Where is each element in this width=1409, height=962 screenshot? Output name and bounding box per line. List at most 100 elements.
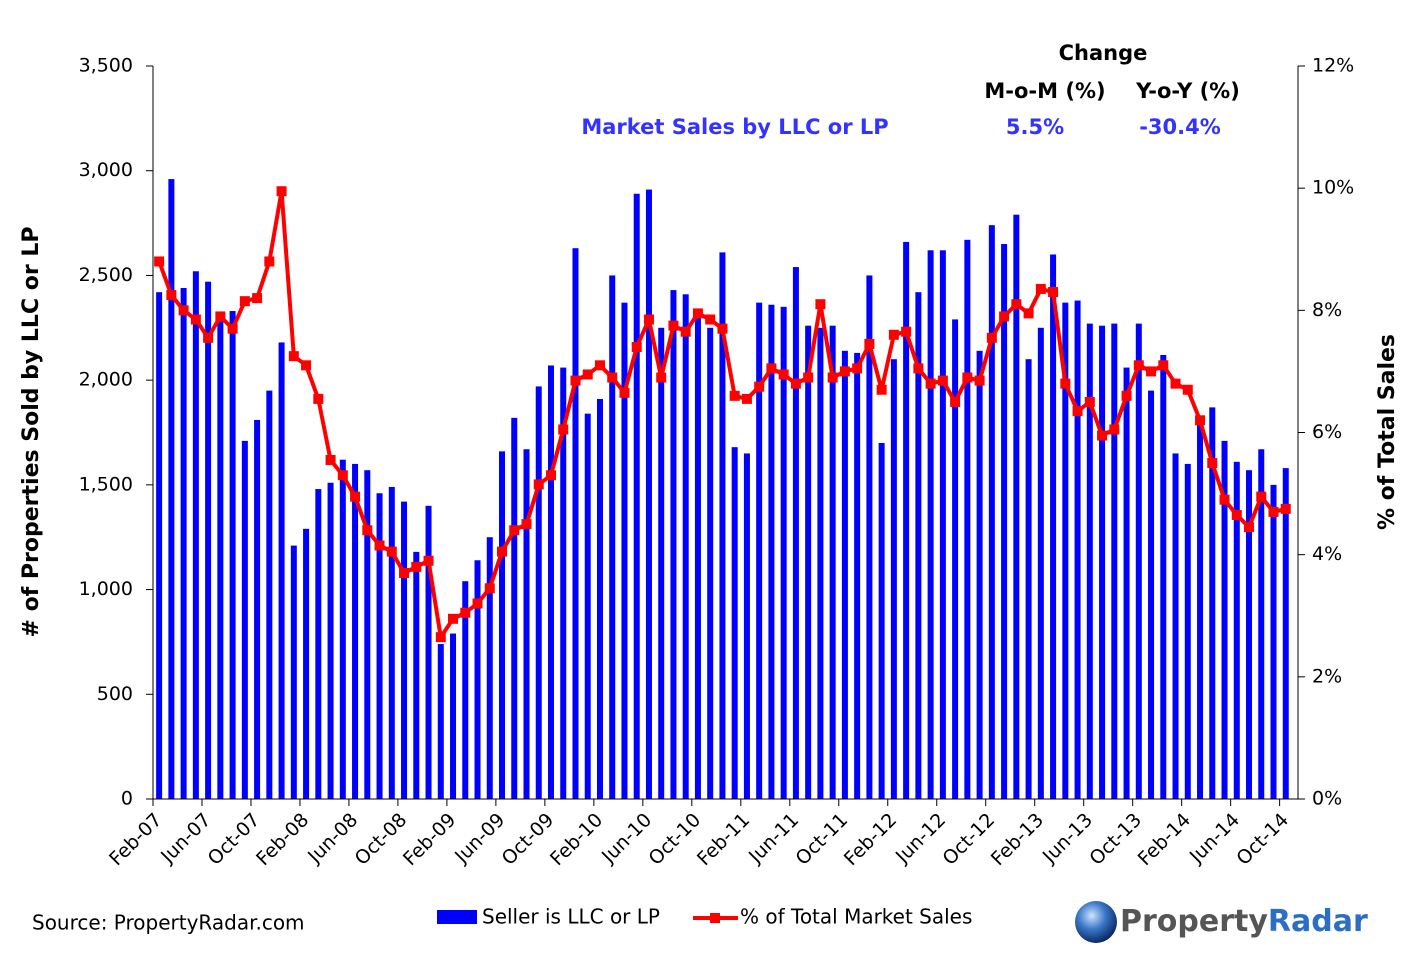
x-tick-label: Oct-14: [1232, 809, 1293, 870]
bar: [878, 442, 885, 799]
x-tick-label: Jun-12: [891, 809, 950, 868]
bar: [229, 311, 236, 799]
bar: [327, 482, 334, 799]
line-marker: [741, 393, 752, 404]
bar: [217, 321, 224, 799]
x-tick-label: Feb-08: [252, 809, 313, 870]
bar: [486, 537, 493, 799]
bar: [1099, 325, 1106, 799]
line-marker: [350, 491, 361, 502]
line-marker: [876, 384, 887, 395]
line-marker: [1146, 366, 1157, 377]
line-marker: [607, 372, 618, 383]
bar: [633, 193, 640, 799]
line-marker: [582, 369, 593, 380]
logo-globe: [1075, 901, 1117, 943]
line-marker: [448, 613, 459, 624]
bar: [572, 248, 579, 799]
line-marker: [545, 470, 556, 481]
bar: [547, 365, 554, 799]
x-tick-label: Feb-09: [399, 809, 460, 870]
x-tick-label: Oct-08: [351, 809, 412, 870]
line-marker: [668, 320, 679, 331]
x-tick-label: Oct-12: [938, 809, 999, 870]
line-marker: [1133, 360, 1144, 371]
line-marker: [313, 393, 324, 404]
line-marker: [631, 341, 642, 352]
y2-tick-label: 6%: [1312, 421, 1342, 443]
annotation-column: Y-o-Y (%): [1135, 79, 1240, 103]
bar: [903, 241, 910, 800]
x-tick-label: Jun-07: [156, 809, 215, 868]
x-tick-label: Oct-13: [1085, 809, 1146, 870]
line-marker: [1219, 494, 1230, 505]
bar: [1258, 449, 1265, 799]
line-marker: [215, 311, 226, 322]
line-marker: [1158, 360, 1169, 371]
annotation-value: 5.5%: [1006, 115, 1064, 139]
bar: [829, 325, 836, 799]
line-marker: [337, 470, 348, 481]
line-marker: [692, 308, 703, 319]
bar: [645, 189, 652, 799]
y2-tick-label: 8%: [1312, 299, 1342, 321]
bar: [511, 417, 518, 799]
y-tick-label: 3,000: [79, 159, 133, 181]
x-tick-label: Oct-11: [791, 809, 852, 870]
bar: [1209, 407, 1216, 799]
x-tick-label: Jun-11: [744, 809, 803, 868]
bar: [1123, 367, 1130, 799]
line-marker: [1268, 506, 1279, 517]
bar: [499, 451, 506, 799]
line-marker: [203, 332, 214, 343]
bar: [719, 252, 726, 800]
line-marker: [1084, 396, 1095, 407]
y-tick-label: 3,500: [79, 55, 133, 77]
line-marker: [190, 314, 201, 325]
y-tick-label: 500: [97, 683, 133, 705]
annotation-label: Market Sales by LLC or LP: [581, 115, 888, 139]
line-marker: [974, 375, 985, 386]
logo-part: Property: [1120, 904, 1268, 939]
bar: [780, 306, 787, 799]
line-marker: [656, 372, 667, 383]
line-marker: [950, 396, 961, 407]
bar: [560, 367, 567, 799]
line-marker: [1035, 283, 1046, 294]
line-marker: [386, 546, 397, 557]
x-tick-label: Feb-10: [546, 809, 607, 870]
logo-part: Radar: [1268, 904, 1368, 939]
bar: [535, 386, 542, 799]
line-marker: [570, 375, 581, 386]
line-marker: [239, 296, 250, 307]
line-marker: [827, 372, 838, 383]
bar: [988, 225, 995, 799]
bar: [192, 271, 199, 799]
line-marker: [717, 323, 728, 334]
line-marker: [374, 540, 385, 551]
bar: [866, 275, 873, 799]
line-marker: [888, 329, 899, 340]
line-marker: [790, 378, 801, 389]
bar: [352, 463, 359, 799]
x-tick-label: Oct-07: [204, 809, 265, 870]
bar: [315, 489, 322, 799]
line-marker: [1048, 287, 1059, 298]
bar: [266, 390, 273, 799]
x-tick-label: Jun-10: [597, 809, 656, 868]
y2-tick-label: 12%: [1312, 55, 1354, 77]
line-marker: [937, 375, 948, 386]
bar: [437, 644, 444, 799]
legend-label: Seller is LLC or LP: [482, 905, 660, 929]
line-marker: [533, 479, 544, 490]
line-marker: [901, 326, 912, 337]
bar: [1221, 440, 1228, 799]
bar: [841, 350, 848, 799]
line-marker: [815, 299, 826, 310]
source: Source: PropertyRadar.com: [32, 911, 305, 935]
line-marker: [1109, 424, 1120, 435]
x-tick-label: Jun-14: [1185, 809, 1244, 868]
bar: [670, 290, 677, 799]
bar: [609, 275, 616, 799]
y-tick-label: 1,500: [79, 473, 133, 495]
